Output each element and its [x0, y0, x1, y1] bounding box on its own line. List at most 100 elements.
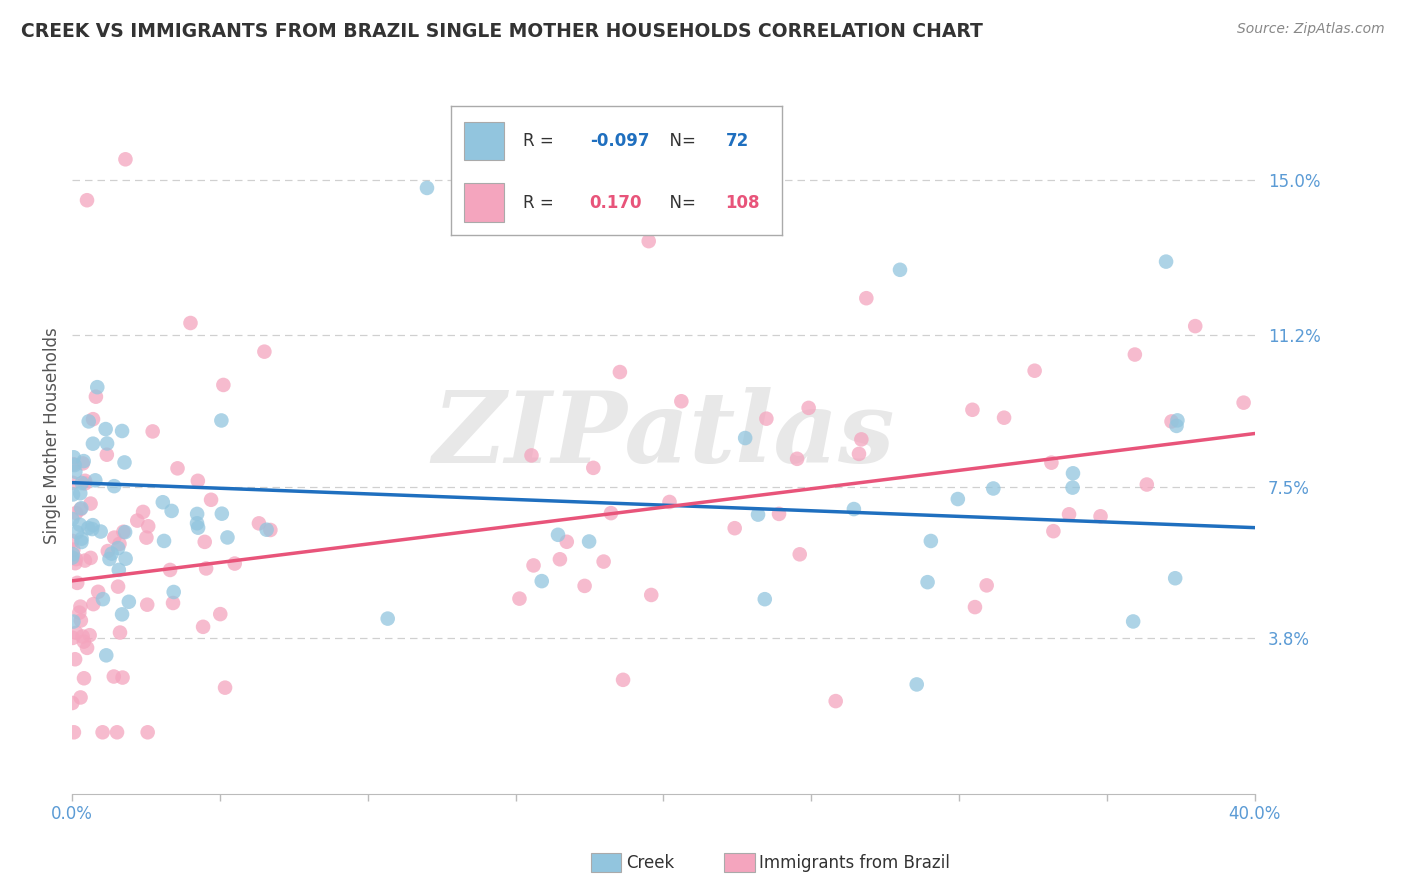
Point: [1184, 319, 1206, 334]
Point: [73, 454, 96, 468]
Point: [905, 677, 928, 691]
Point: [1040, 456, 1063, 470]
Point: [69, 599, 91, 614]
Point: [62, 631, 84, 645]
Point: [70, 476, 93, 491]
Point: [72, 630, 94, 644]
Point: [136, 725, 159, 739]
Point: [187, 521, 209, 535]
Point: [191, 620, 214, 634]
Point: [1062, 481, 1084, 495]
Point: [609, 365, 631, 379]
Point: [640, 588, 662, 602]
Point: [65, 552, 87, 566]
Point: [91, 725, 114, 739]
Point: [103, 479, 125, 493]
Point: [96, 648, 118, 663]
Point: [724, 521, 747, 535]
Point: [416, 181, 439, 195]
Point: [211, 507, 233, 521]
Point: [508, 591, 530, 606]
Point: [63, 725, 86, 739]
Point: [1024, 364, 1046, 378]
Point: [754, 592, 776, 607]
Point: [522, 558, 544, 573]
Point: [224, 557, 246, 571]
Point: [107, 580, 129, 594]
Point: [98, 552, 121, 566]
Point: [786, 451, 808, 466]
Point: [612, 673, 634, 687]
Point: [82, 518, 104, 533]
Point: [179, 316, 201, 330]
Point: [127, 514, 149, 528]
Point: [62, 457, 84, 471]
Point: [111, 671, 134, 685]
Point: [946, 491, 969, 506]
Point: [69, 690, 91, 705]
Point: [112, 524, 135, 539]
Point: [789, 547, 811, 561]
Text: Source: ZipAtlas.com: Source: ZipAtlas.com: [1237, 22, 1385, 37]
Point: [574, 579, 596, 593]
Point: [82, 522, 104, 536]
Point: [142, 425, 165, 439]
Point: [1164, 571, 1187, 585]
Point: [1042, 524, 1064, 538]
Point: [132, 505, 155, 519]
Point: [889, 262, 911, 277]
Point: [186, 507, 208, 521]
Point: [976, 578, 998, 592]
Point: [69, 502, 91, 516]
Point: [1090, 509, 1112, 524]
Point: [851, 433, 873, 447]
Point: [1166, 418, 1188, 433]
Point: [65, 625, 87, 640]
Point: [637, 234, 659, 248]
Point: [734, 431, 756, 445]
Point: [186, 516, 208, 531]
Point: [797, 401, 820, 415]
Point: [963, 600, 986, 615]
Point: [60, 512, 83, 526]
Y-axis label: Single Mother Households: Single Mother Households: [44, 327, 60, 544]
Point: [377, 612, 399, 626]
Point: [86, 380, 108, 394]
Point: [114, 153, 136, 167]
Point: [111, 607, 134, 622]
Point: [69, 517, 91, 532]
Point: [1122, 615, 1144, 629]
Point: [1123, 347, 1146, 361]
Point: [962, 402, 984, 417]
Point: [592, 555, 614, 569]
Point: [981, 482, 1004, 496]
Point: [66, 575, 89, 590]
Point: [108, 625, 131, 640]
Point: [62, 487, 84, 501]
Point: [75, 476, 97, 491]
Point: [63, 556, 86, 570]
Point: [100, 547, 122, 561]
Point: [547, 528, 569, 542]
Point: [582, 461, 605, 475]
Point: [73, 671, 96, 685]
Point: [77, 414, 100, 428]
Point: [166, 461, 188, 475]
Point: [163, 585, 186, 599]
Point: [152, 495, 174, 509]
Point: [82, 597, 104, 611]
Point: [62, 475, 84, 490]
Point: [66, 525, 89, 540]
Point: [77, 521, 100, 535]
Point: [600, 506, 623, 520]
Point: [214, 681, 236, 695]
Point: [62, 450, 84, 465]
Point: [96, 436, 118, 450]
Point: [107, 541, 129, 555]
Point: [84, 390, 107, 404]
Point: [1136, 477, 1159, 491]
Point: [111, 424, 134, 438]
Point: [159, 563, 181, 577]
Point: [747, 508, 769, 522]
Point: [69, 486, 91, 500]
